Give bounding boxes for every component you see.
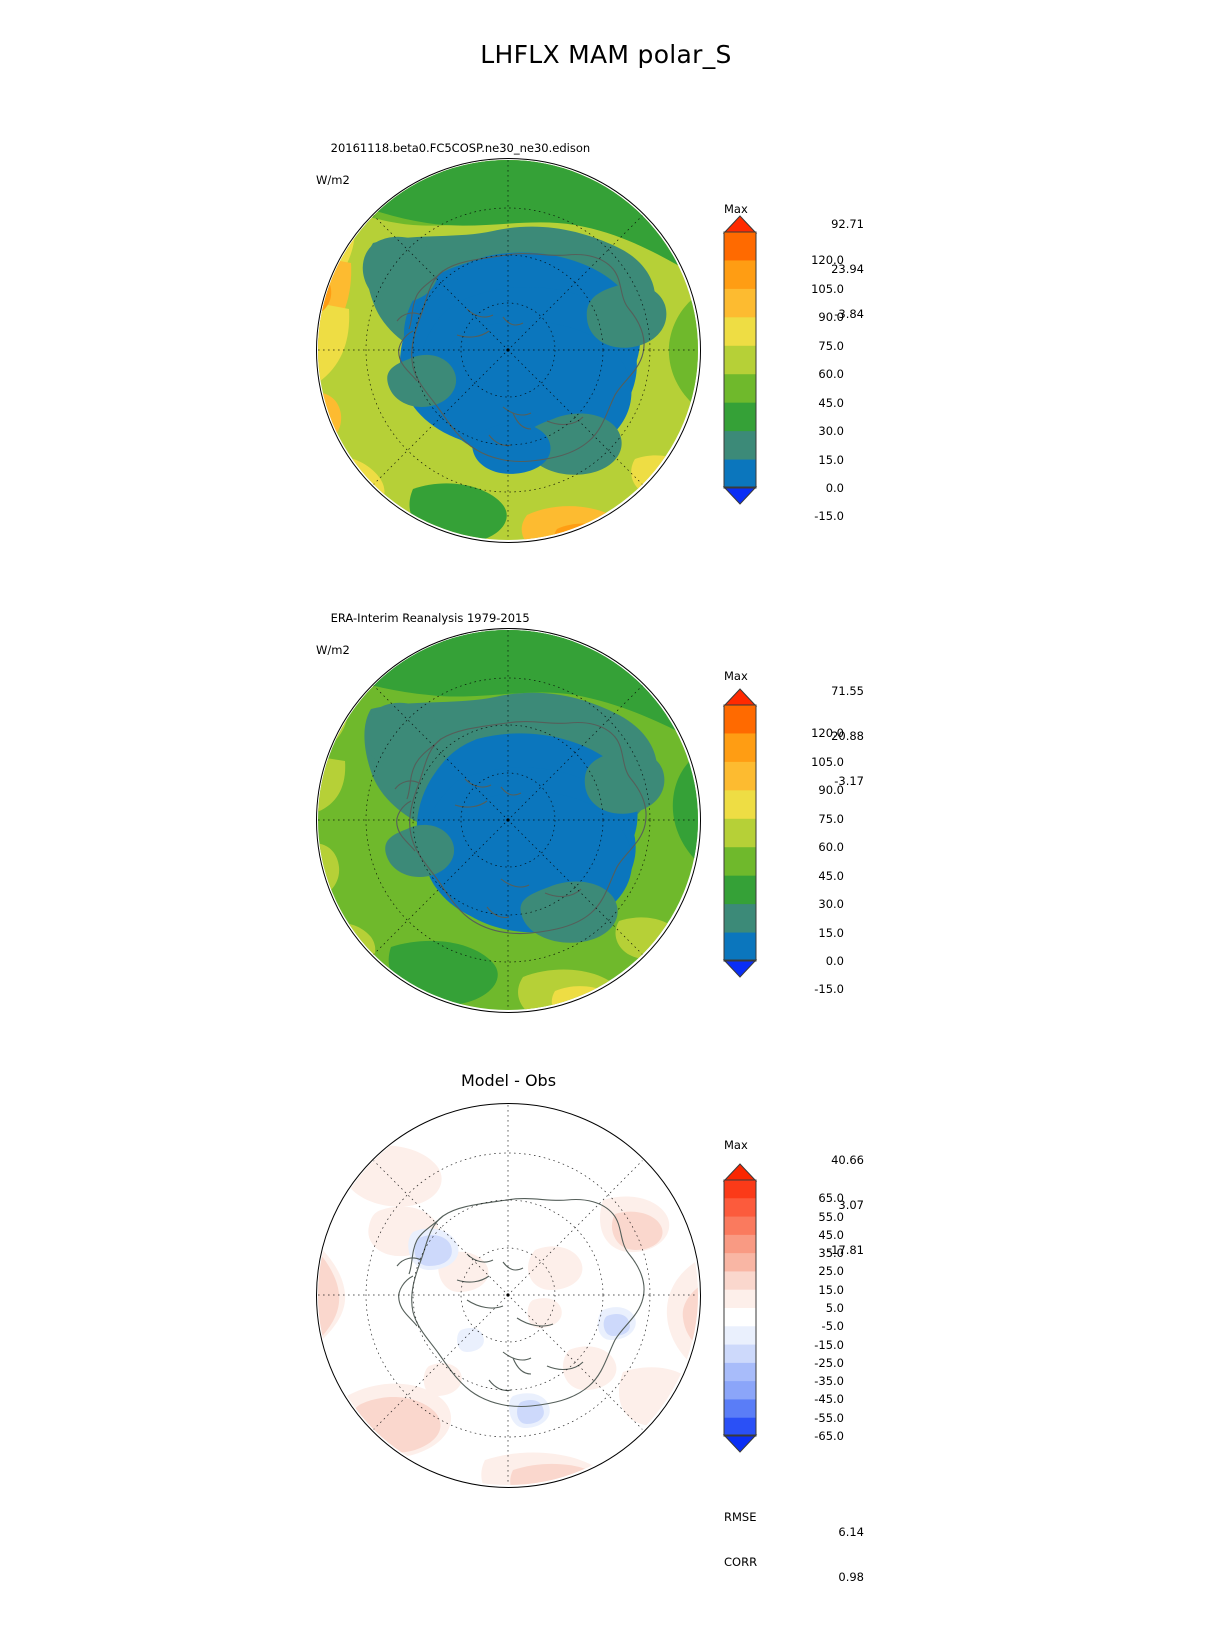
page-title: LHFLX MAM polar_S (480, 40, 732, 69)
colorbar-tick-label: -45.0 (814, 1392, 844, 1407)
colorbar-tick-label: 0.0 (825, 481, 844, 495)
colorbar-tick-label: -15.0 (814, 982, 844, 997)
stat-value: -17.81 (826, 1243, 864, 1257)
stat-value: 3.07 (838, 1198, 864, 1212)
stat-value: -3.84 (834, 307, 864, 321)
colorbar-tick-label: -55.0 (814, 1410, 844, 1425)
colorbar-tick-label: -15.0 (814, 1337, 844, 1352)
colorbar-tick-label: 30.0 (818, 897, 844, 912)
stat-row: Max 40.66 (724, 1123, 864, 1167)
colorbar-diff: 65.0 55.0 45.0 35.0 25.0 15.0 5.0 -5.0 -15.0 -25.… (718, 1163, 844, 1457)
colorbar-tick-label: 120.0 (811, 253, 844, 268)
panel-obs-units: W/m2 (316, 643, 350, 657)
colorbar-tick-label: 60.0 (818, 840, 844, 855)
colorbar-tick-label: -5.0 (821, 1319, 844, 1334)
panel-diff-title: Model - Obs (460, 1071, 557, 1090)
colorbar-tick-label: 75.0 (818, 338, 844, 353)
colorbar-tick-label: 105.0 (811, 281, 844, 296)
colorbar-tick-label: 15.0 (818, 452, 844, 467)
globe-diff (316, 1103, 701, 1488)
colorbar-tick-label: -35.0 (814, 1374, 844, 1389)
colorbar-tick-label: 15.0 (818, 1282, 844, 1297)
panel-diff: Model - Obs (0, 1055, 1212, 1584)
stat-value: 40.66 (831, 1153, 864, 1167)
panel-model-caption: 20161118.beta0.FC5COSP.ne30_ne30.edison … (316, 124, 590, 220)
map-diff[interactable] (316, 1103, 701, 1488)
stat-value: 20.88 (831, 729, 864, 743)
colorbar-tick-label: 75.0 (818, 811, 844, 826)
stat-row: RMSE 6.14 (724, 1495, 864, 1539)
map-model[interactable] (316, 158, 701, 543)
stat-row: CORR 0.98 (724, 1540, 864, 1584)
stat-key: CORR (724, 1555, 758, 1569)
colorbar-tick-label: 90.0 (818, 310, 844, 325)
colorbar-tick-label: 105.0 (811, 754, 844, 769)
colorbar-tick-label: 35.0 (818, 1246, 844, 1261)
stat-key: Max (724, 669, 748, 683)
stat-row: Max 71.55 (724, 654, 864, 698)
panel-obs-caption-text: ERA-Interim Reanalysis 1979-2015 (330, 611, 530, 625)
stat-key: RMSE (724, 1510, 757, 1524)
stat-key: Max (724, 202, 748, 216)
stat-value: 92.71 (831, 217, 864, 231)
stats-error: RMSE 6.14 CORR 0.98 (724, 1465, 864, 1585)
colorbar-tick-label: 60.0 (818, 367, 844, 382)
colorbar-tick-label: 45.0 (818, 1227, 844, 1242)
colorbar-tick-label: -25.0 (814, 1355, 844, 1370)
panel-model-units: W/m2 (316, 173, 350, 187)
stat-row: Max 92.71 (724, 187, 864, 231)
colorbar-model-swatches (722, 215, 758, 505)
map-obs[interactable] (316, 628, 701, 1013)
colorbar-tick-label: 65.0 (818, 1191, 844, 1206)
panel-model-caption-text: 20161118.beta0.FC5COSP.ne30_ne30.edison (330, 141, 591, 155)
stat-value: 6.14 (838, 1525, 864, 1539)
panel-obs-caption: ERA-Interim Reanalysis 1979-2015 W/m2 (316, 594, 530, 690)
colorbar-obs: 120.0 105.0 90.0 75.0 60.0 45.0 30.0 15.0 0.0 -15… (718, 688, 844, 996)
colorbar-diff-swatches (722, 1163, 758, 1453)
colorbar-tick-label: 0.0 (825, 954, 844, 968)
colorbar-tick-label: 15.0 (818, 925, 844, 940)
colorbar-tick-label: 5.0 (825, 1301, 844, 1315)
colorbar-model: 120.0 105.0 90.0 75.0 60.0 45.0 30.0 15.0 0.0 -15… (718, 215, 844, 523)
panel-model: 20161118.beta0.FC5COSP.ne30_ne30.edison … (0, 110, 1212, 570)
stat-key: Max (724, 1138, 748, 1152)
panel-obs: ERA-Interim Reanalysis 1979-2015 W/m2 (0, 580, 1212, 1040)
colorbar-tick-label: 90.0 (818, 783, 844, 798)
globe-obs (316, 628, 701, 1013)
colorbar-tick-label: 25.0 (818, 1264, 844, 1279)
colorbar-tick-label: 55.0 (818, 1209, 844, 1224)
colorbar-tick-label: 45.0 (818, 395, 844, 410)
colorbar-tick-label: 45.0 (818, 868, 844, 883)
stat-value: 0.98 (838, 1570, 864, 1584)
colorbar-tick-label: -15.0 (814, 509, 844, 524)
colorbar-tick-label: 120.0 (811, 726, 844, 741)
colorbar-tick-label: 30.0 (818, 424, 844, 439)
globe-model (316, 158, 701, 543)
stat-value: 71.55 (831, 684, 864, 698)
stat-value: 23.94 (831, 262, 864, 276)
colorbar-obs-swatches (722, 688, 758, 978)
colorbar-tick-label: -65.0 (814, 1429, 844, 1443)
stat-value: -3.17 (834, 774, 864, 788)
